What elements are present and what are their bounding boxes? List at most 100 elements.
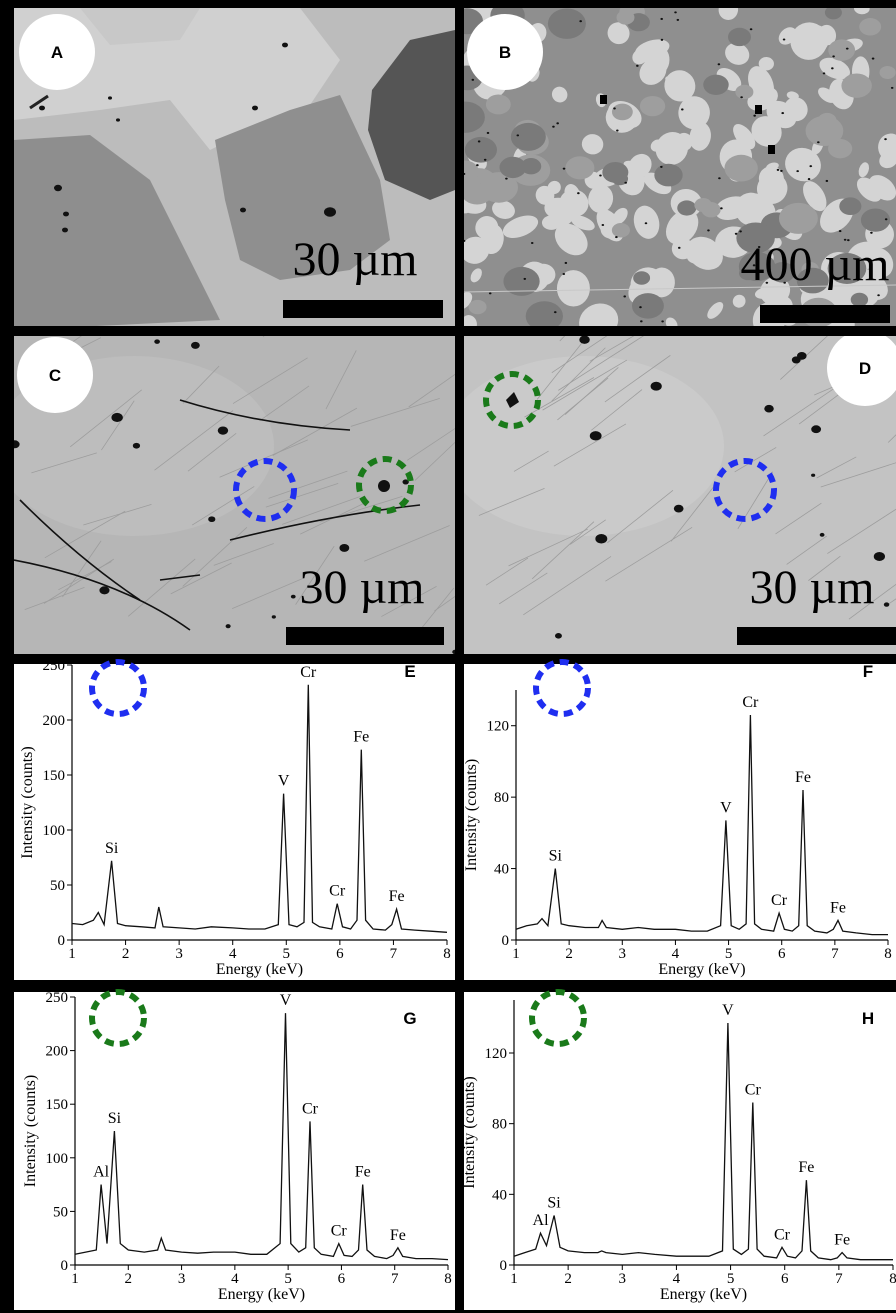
pore <box>599 174 602 176</box>
pore <box>590 431 602 440</box>
y-tick-label: 200 <box>46 1044 69 1060</box>
grain <box>465 137 497 163</box>
pore <box>885 218 888 220</box>
y-tick-label: 0 <box>58 933 66 949</box>
grain <box>511 123 546 151</box>
peak-label: Si <box>547 1195 561 1212</box>
x-tick-label: 8 <box>884 946 892 962</box>
x-tick-label: 8 <box>444 1271 452 1287</box>
pore <box>54 185 62 191</box>
y-axis-label: Intensity (counts) <box>461 1076 478 1188</box>
pore <box>595 534 607 544</box>
pore <box>240 208 246 213</box>
pore <box>640 320 643 322</box>
pore <box>707 229 710 231</box>
x-tick-label: 6 <box>338 1271 346 1287</box>
pore <box>252 106 258 111</box>
peak-label: Fe <box>389 888 405 905</box>
scale-bar <box>760 305 890 323</box>
pore <box>272 615 276 618</box>
pore <box>523 278 526 280</box>
pore <box>613 107 616 109</box>
panel-label: C <box>49 366 61 385</box>
pore <box>484 159 487 161</box>
panel-label: E <box>404 662 415 681</box>
y-tick-label: 250 <box>46 990 69 1006</box>
grain <box>818 113 837 128</box>
pore <box>565 262 568 264</box>
pore <box>874 552 885 561</box>
pore <box>579 20 582 22</box>
peak-label: Cr <box>742 694 759 711</box>
grain <box>839 197 861 215</box>
x-tick-label: 4 <box>673 1271 681 1287</box>
peak-label: Fe <box>798 1159 814 1176</box>
grain <box>779 203 818 234</box>
pore <box>552 126 555 128</box>
pore <box>282 43 288 48</box>
pore <box>739 230 742 232</box>
x-tick-label: 3 <box>619 946 627 962</box>
x-tick-label: 1 <box>68 946 76 962</box>
grain <box>828 139 852 158</box>
x-axis-label: Energy (keV) <box>216 961 303 978</box>
pore <box>891 87 894 89</box>
phase <box>748 200 764 217</box>
pore <box>720 207 723 209</box>
x-tick-label: 5 <box>283 946 291 962</box>
peak-label: Cr <box>771 892 788 909</box>
x-axis-label: Energy (keV) <box>218 1286 305 1303</box>
pore <box>780 170 783 172</box>
peak-label: Cr <box>774 1226 791 1243</box>
pore <box>600 95 607 104</box>
pore <box>579 336 589 344</box>
x-tick-label: 5 <box>725 946 733 962</box>
pore <box>839 230 842 232</box>
figure: A30 µmB400 µmC30 µmD30 µm050100150200250… <box>0 0 896 1313</box>
pore <box>846 48 849 50</box>
pore <box>718 63 721 65</box>
pore <box>718 177 721 179</box>
peak-label: Al <box>93 1164 110 1181</box>
peak-label: Al <box>533 1212 550 1229</box>
grain <box>859 18 881 35</box>
grain <box>735 85 753 99</box>
x-axis-label: Energy (keV) <box>660 1286 747 1303</box>
pore <box>62 228 68 233</box>
pore <box>870 232 873 234</box>
pore <box>764 405 774 413</box>
scale-bar-label: 30 µm <box>300 561 425 614</box>
peak-label: V <box>280 992 292 1009</box>
peak-label: Cr <box>300 664 317 681</box>
pore <box>735 233 738 235</box>
pore <box>677 19 680 21</box>
y-tick-label: 0 <box>502 933 510 949</box>
scale-bar-label: 400 µm <box>741 238 890 291</box>
scale-bar <box>737 627 896 645</box>
grain <box>879 66 895 79</box>
pore <box>623 295 626 297</box>
pore <box>783 38 786 40</box>
pore <box>645 222 648 224</box>
pore <box>777 169 780 171</box>
pore <box>624 182 627 184</box>
pore <box>116 118 120 121</box>
chart-background <box>14 992 455 1310</box>
peak-label: Fe <box>390 1227 406 1244</box>
x-tick-label: 1 <box>510 1271 518 1287</box>
pore <box>750 28 753 30</box>
y-tick-label: 80 <box>492 1117 507 1133</box>
chart-background <box>464 992 896 1310</box>
x-tick-label: 4 <box>231 1271 239 1287</box>
y-tick-label: 150 <box>46 1097 69 1113</box>
peak-label: Fe <box>795 769 811 786</box>
pore <box>740 96 743 98</box>
grain <box>633 271 650 285</box>
pore <box>602 224 605 226</box>
y-axis-label: Intensity (counts) <box>22 1075 39 1187</box>
pore <box>796 170 799 172</box>
panel-label: H <box>862 1009 874 1028</box>
y-tick-label: 50 <box>53 1204 68 1220</box>
grain <box>841 74 871 98</box>
peak-label: Si <box>549 848 563 865</box>
